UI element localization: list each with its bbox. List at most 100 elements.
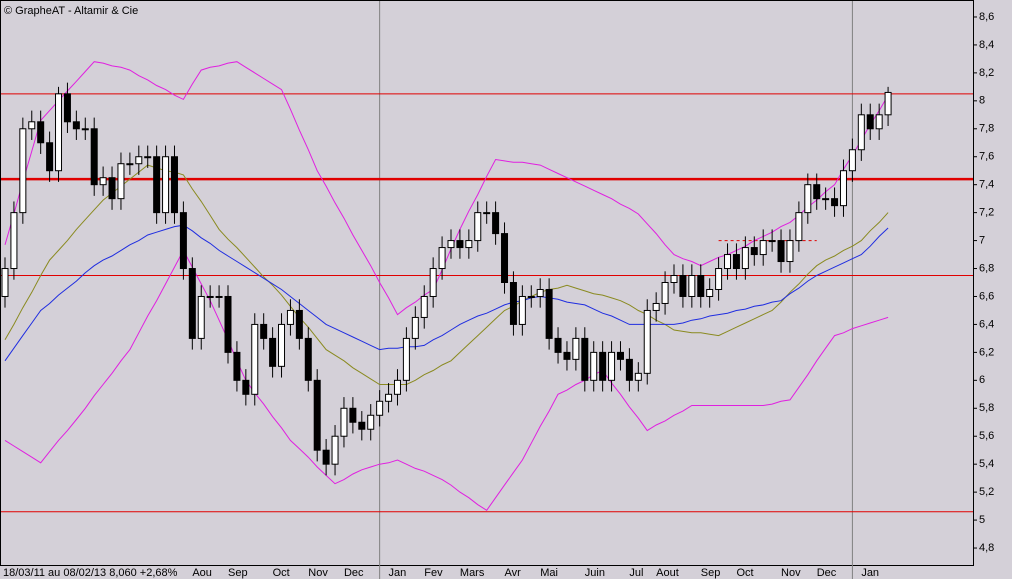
y-tick-label: 6,4	[979, 318, 994, 330]
candle-body	[447, 240, 455, 249]
candle-body	[402, 337, 410, 381]
candle-body	[251, 323, 259, 395]
y-tick-label: 6,8	[979, 262, 994, 274]
candle-body	[474, 212, 482, 242]
candle-body	[866, 114, 874, 130]
candle-body	[634, 372, 642, 381]
indicator-line	[4, 61, 889, 316]
indicator-line	[4, 249, 889, 511]
x-tick-label: Juin	[585, 567, 605, 579]
candle-body	[46, 142, 54, 172]
candle-body	[804, 184, 812, 214]
candle-body	[63, 93, 71, 123]
x-tick-label: Oct	[273, 567, 290, 579]
candle-body	[875, 114, 883, 130]
y-tick-label: 8,2	[979, 67, 994, 79]
candle-body	[90, 128, 98, 186]
candle-body	[581, 337, 589, 381]
candle-body	[527, 295, 535, 298]
candle-body	[884, 91, 892, 116]
x-tick-label: Jan	[861, 567, 879, 579]
candle-body	[224, 295, 232, 353]
y-tick-label: 7,2	[979, 207, 994, 219]
candle-body	[153, 156, 161, 214]
candle-body	[590, 351, 598, 381]
candle-body	[349, 407, 357, 423]
candle-body	[313, 379, 321, 451]
candle-body	[144, 156, 152, 159]
candle-body	[215, 295, 223, 298]
x-tick-label: Dec	[344, 567, 364, 579]
candle-body	[777, 240, 785, 263]
candle-body	[162, 156, 170, 214]
candle-body	[554, 337, 562, 353]
x-tick-label: Jul	[629, 567, 643, 579]
y-tick-label: 7,4	[979, 179, 994, 191]
candle-body	[367, 414, 375, 430]
candle-body	[438, 247, 446, 270]
candle-body	[197, 295, 205, 339]
x-tick-label: Mai	[540, 567, 558, 579]
candle-body	[608, 351, 616, 381]
x-tick-label: Aout	[656, 567, 679, 579]
plot-frame	[0, 0, 974, 566]
candle-body	[135, 156, 143, 165]
y-tick-label: 5,4	[979, 458, 994, 470]
candle-body	[724, 254, 732, 270]
candle-body	[81, 128, 89, 131]
y-tick-label: 7,8	[979, 123, 994, 135]
candle-body	[170, 156, 178, 214]
candle-body	[670, 275, 678, 284]
candle-body	[536, 288, 544, 297]
candle-body	[688, 275, 696, 297]
candle-body	[518, 295, 526, 325]
candle-body	[741, 247, 749, 270]
y-tick-label: 7,6	[979, 151, 994, 163]
candle-body	[385, 393, 393, 402]
candle-body	[831, 198, 839, 207]
candle-body	[643, 309, 651, 374]
x-tick-label: Sep	[701, 567, 721, 579]
candle-body	[786, 240, 794, 263]
candle-body	[126, 163, 134, 166]
candle-body	[420, 295, 428, 318]
candle-body	[206, 295, 214, 298]
x-tick-label: Avr	[505, 567, 522, 579]
candle-body	[411, 316, 419, 339]
candle-body	[706, 288, 714, 297]
candle-body	[376, 400, 384, 416]
y-tick-label: 6,2	[979, 346, 994, 358]
candle-body	[358, 421, 366, 430]
x-tick-label: Aou	[192, 567, 212, 579]
candle-body	[242, 379, 250, 395]
candle-body	[10, 212, 18, 270]
candle-body	[322, 449, 330, 465]
candle-body	[599, 351, 607, 381]
candle-body	[304, 337, 312, 381]
x-tick-label: Nov	[781, 567, 801, 579]
candle-body	[795, 212, 803, 242]
candle-body	[759, 240, 767, 256]
y-tick-label: 8,4	[979, 39, 994, 51]
candle-body	[492, 212, 500, 235]
candle-body	[393, 379, 401, 395]
candle-body	[652, 302, 660, 311]
candle-body	[278, 323, 286, 367]
candle-body	[501, 233, 509, 284]
candle-body	[750, 247, 758, 256]
candle-body	[28, 121, 36, 130]
candle-body	[572, 337, 580, 360]
candle-body	[108, 177, 116, 200]
candle-body	[117, 163, 125, 200]
caption: 18/03/11 au 08/02/13 8,060 +2,68%	[3, 567, 178, 579]
candle-body	[563, 351, 571, 360]
candle-body	[295, 309, 303, 339]
candle-body	[55, 93, 63, 172]
x-tick-label: Jan	[389, 567, 407, 579]
candle-body	[768, 240, 776, 243]
candle-body	[19, 128, 27, 214]
y-tick-label: 8	[979, 95, 985, 107]
indicator-line	[4, 164, 889, 385]
candle-body	[286, 309, 294, 325]
